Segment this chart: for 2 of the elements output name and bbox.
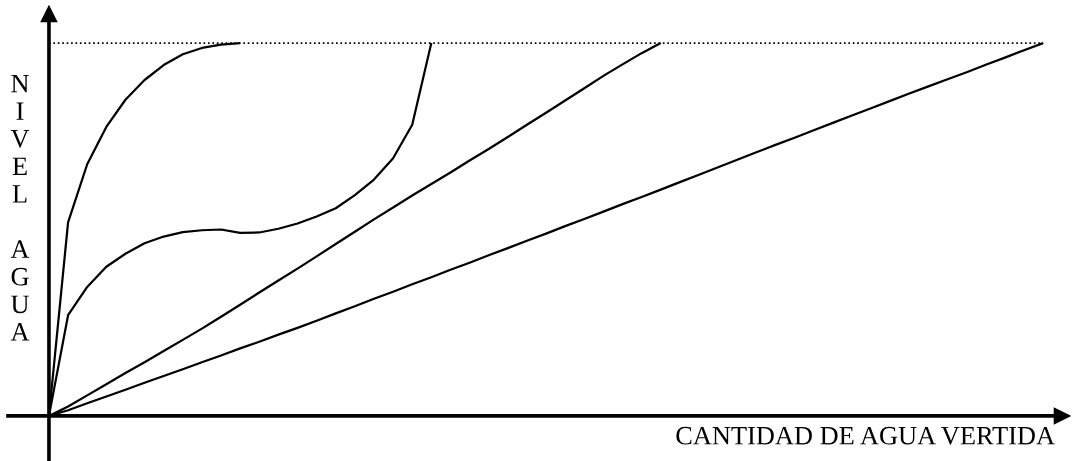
text: NIVEL AGUA: [10, 74, 30, 341]
x-axis-title: CANTIDAD DE AGUA VERTIDA: [676, 426, 1055, 445]
